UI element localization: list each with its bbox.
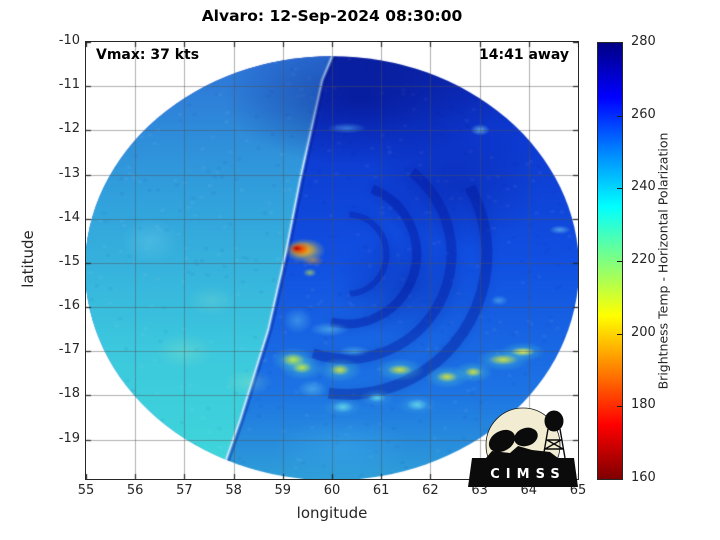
colorbar-tick-label: 180 [631, 397, 656, 413]
satellite-dishes-icon [486, 427, 558, 458]
colorbar-tick-mark [617, 261, 622, 262]
x-tick-label: 57 [176, 483, 193, 498]
colorbar-tick-label: 220 [631, 252, 656, 267]
logo-text: CIMSS [490, 467, 565, 482]
y-tick-label: -19 [58, 430, 80, 446]
colorbar-tick-labels: 280 260 240 220 200 180 160 [631, 34, 671, 485]
cimss-logo: CIMSS [468, 407, 578, 487]
vmax-annotation: Vmax: 37 kts [96, 47, 200, 63]
y-tick-label: -13 [58, 165, 80, 181]
colorbar [597, 42, 623, 480]
x-tick-label: 60 [323, 483, 341, 498]
time-offset-annotation: 14:41 away [479, 47, 569, 63]
colorbar-tick-label: 200 [631, 324, 656, 340]
y-tick-label: -11 [58, 77, 80, 93]
y-tick-label: -18 [58, 386, 80, 402]
y-tick-label: -10 [58, 33, 80, 48]
colorbar-label: Brightness Temp - Horizontal Polarizatio… [655, 132, 671, 390]
logo-banner [468, 458, 578, 487]
y-axis-label: latitude [19, 230, 37, 288]
y-tick-label: -15 [58, 253, 80, 269]
x-tick-label: 61 [372, 483, 390, 498]
colorbar-tick-mark [617, 115, 622, 117]
x-axis-label: longitude [296, 504, 368, 522]
colorbar-tick-label: 280 [631, 34, 656, 49]
colorbar-tick-label: 240 [631, 179, 656, 195]
x-tick-label: 62 [422, 483, 439, 498]
page-title: Alvaro: 12-Sep-2024 08:30:00 [201, 7, 463, 25]
x-tick-label: 56 [126, 483, 144, 498]
x-tick-label: 55 [77, 483, 95, 498]
y-tick-label: -17 [58, 342, 80, 358]
plot-area: Vmax: 37 kts 14:41 away [85, 41, 579, 480]
y-tick-label: -16 [58, 298, 80, 314]
y-axis-tick-labels: -10 -11 -12 -13 -14 -15 -16 -17 -18 -19 [36, 33, 80, 479]
water-tower-icon [542, 410, 566, 459]
colorbar-tick-mark [617, 333, 622, 335]
y-tick-label: -12 [58, 121, 80, 137]
x-tick-label: 58 [225, 483, 242, 498]
satellite-swath-image [86, 42, 578, 479]
colorbar-tick-mark [617, 406, 622, 408]
x-tick-label: 59 [274, 483, 292, 498]
colorbar-tick-label: 160 [631, 470, 656, 485]
y-tick-label: -14 [58, 209, 80, 225]
colorbar-tick-mark [617, 188, 622, 190]
colorbar-tick-label: 260 [631, 106, 656, 122]
